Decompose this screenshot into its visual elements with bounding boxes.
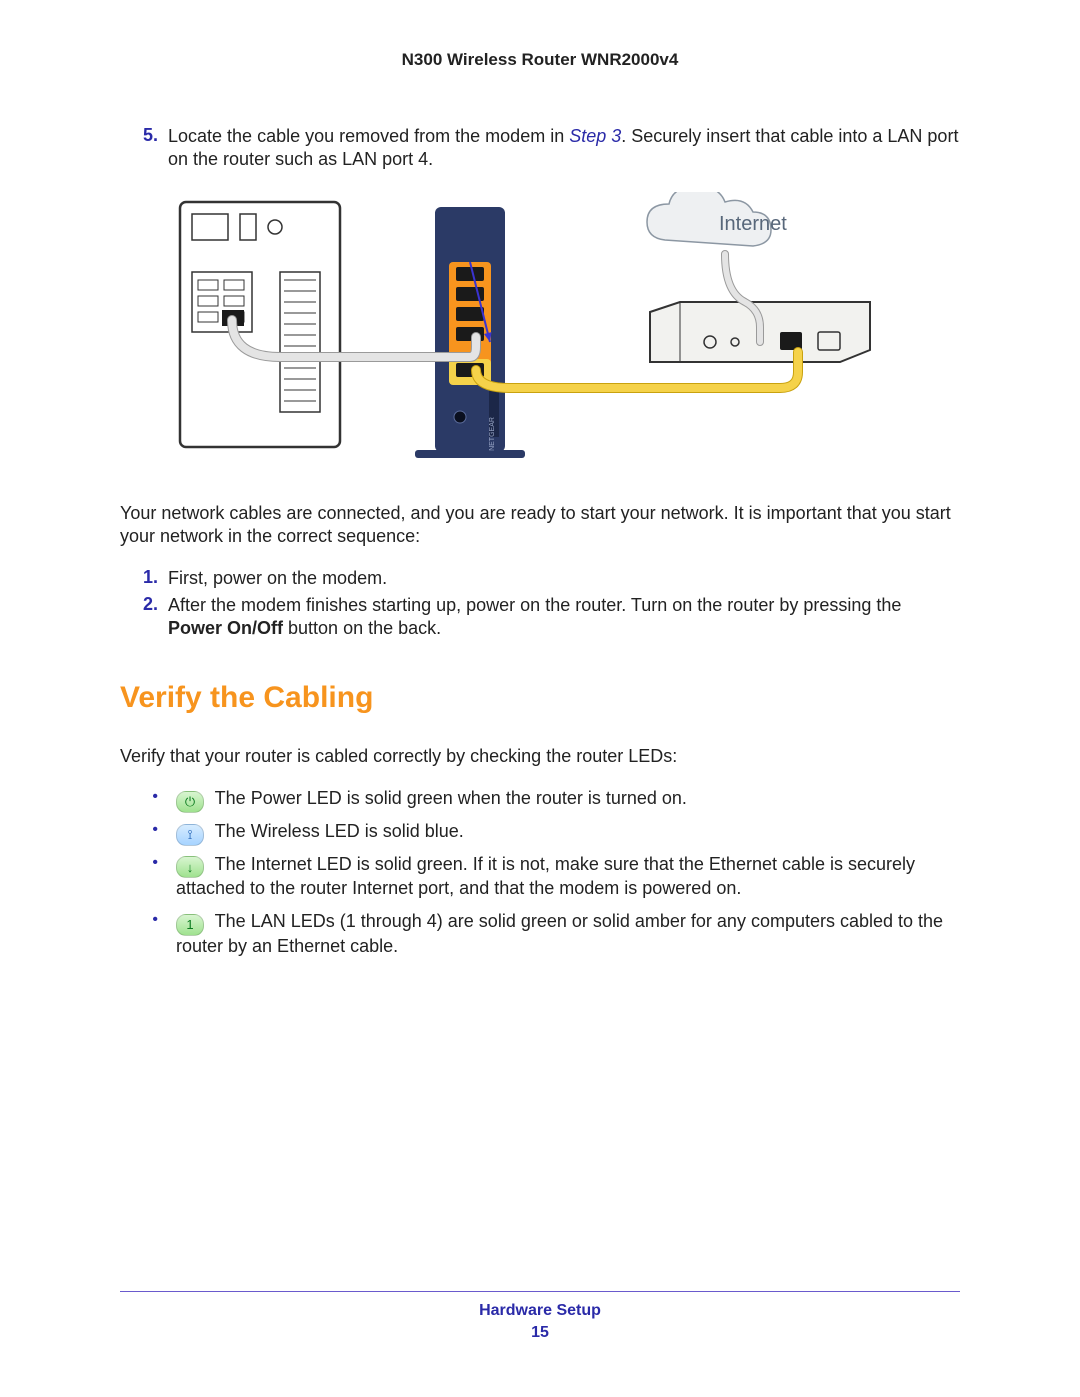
wireless-icon: ⟟ bbox=[176, 824, 204, 846]
power-icon: ⏻ bbox=[176, 791, 204, 813]
bullet-marker: • bbox=[120, 786, 176, 808]
footer-rule bbox=[120, 1291, 960, 1292]
led-item: •1 The LAN LEDs (1 through 4) are solid … bbox=[120, 909, 960, 958]
verify-intro-text: Verify that your router is cabled correc… bbox=[120, 745, 960, 768]
led-description: The LAN LEDs (1 through 4) are solid gre… bbox=[176, 911, 943, 956]
footer-section-title: Hardware Setup bbox=[120, 1302, 960, 1320]
bullet-text: 1 The LAN LEDs (1 through 4) are solid g… bbox=[176, 909, 960, 958]
sequence-intro-paragraph: Your network cables are connected, and y… bbox=[120, 502, 960, 549]
step-list: 5. Locate the cable you removed from the… bbox=[120, 125, 960, 172]
step-5: 5. Locate the cable you removed from the… bbox=[120, 125, 960, 172]
list-marker: 2. bbox=[120, 594, 168, 615]
powerup-step: 2.After the modem finishes starting up, … bbox=[120, 594, 960, 641]
step-5-text-a: Locate the cable you removed from the mo… bbox=[168, 126, 569, 146]
svg-text:NETGEAR: NETGEAR bbox=[489, 417, 496, 451]
led-checklist: •⏻ The Power LED is solid green when the… bbox=[120, 786, 960, 958]
led-description: The Internet LED is solid green. If it i… bbox=[176, 854, 915, 899]
led-item: •⏻ The Power LED is solid green when the… bbox=[120, 786, 960, 811]
list-text: First, power on the modem. bbox=[168, 567, 960, 590]
lan-icon: 1 bbox=[176, 914, 204, 936]
list-marker: 1. bbox=[120, 567, 168, 588]
verify-cabling-heading: Verify the Cabling bbox=[120, 681, 960, 715]
internet-icon: ↓ bbox=[176, 856, 204, 878]
led-description: The Wireless LED is solid blue. bbox=[210, 821, 464, 841]
svg-text:Internet: Internet bbox=[719, 213, 787, 235]
bullet-text: ⟟ The Wireless LED is solid blue. bbox=[176, 819, 960, 844]
document-header: N300 Wireless Router WNR2000v4 bbox=[120, 50, 960, 70]
footer-page-number: 15 bbox=[120, 1324, 960, 1342]
step-3-reference: Step 3 bbox=[569, 126, 621, 146]
bullet-text: ⏻ The Power LED is solid green when the … bbox=[176, 786, 960, 811]
led-description: The Power LED is solid green when the ro… bbox=[210, 788, 687, 808]
powerup-sequence-list: 1.First, power on the modem.2.After the … bbox=[120, 567, 960, 641]
bullet-marker: • bbox=[120, 909, 176, 931]
list-text: After the modem finishes starting up, po… bbox=[168, 594, 960, 641]
cabling-diagram-svg: NETGEAR Internet bbox=[170, 192, 880, 472]
bullet-marker: • bbox=[120, 852, 176, 874]
led-item: •↓ The Internet LED is solid green. If i… bbox=[120, 852, 960, 901]
led-item: •⟟ The Wireless LED is solid blue. bbox=[120, 819, 960, 844]
bullet-marker: • bbox=[120, 819, 176, 841]
powerup-step: 1.First, power on the modem. bbox=[120, 567, 960, 590]
bullet-text: ↓ The Internet LED is solid green. If it… bbox=[176, 852, 960, 901]
cabling-diagram: NETGEAR Internet bbox=[170, 192, 960, 477]
page-footer: Hardware Setup 15 bbox=[120, 1291, 960, 1342]
step-5-marker: 5. bbox=[120, 125, 168, 146]
step-5-text: Locate the cable you removed from the mo… bbox=[168, 125, 960, 172]
